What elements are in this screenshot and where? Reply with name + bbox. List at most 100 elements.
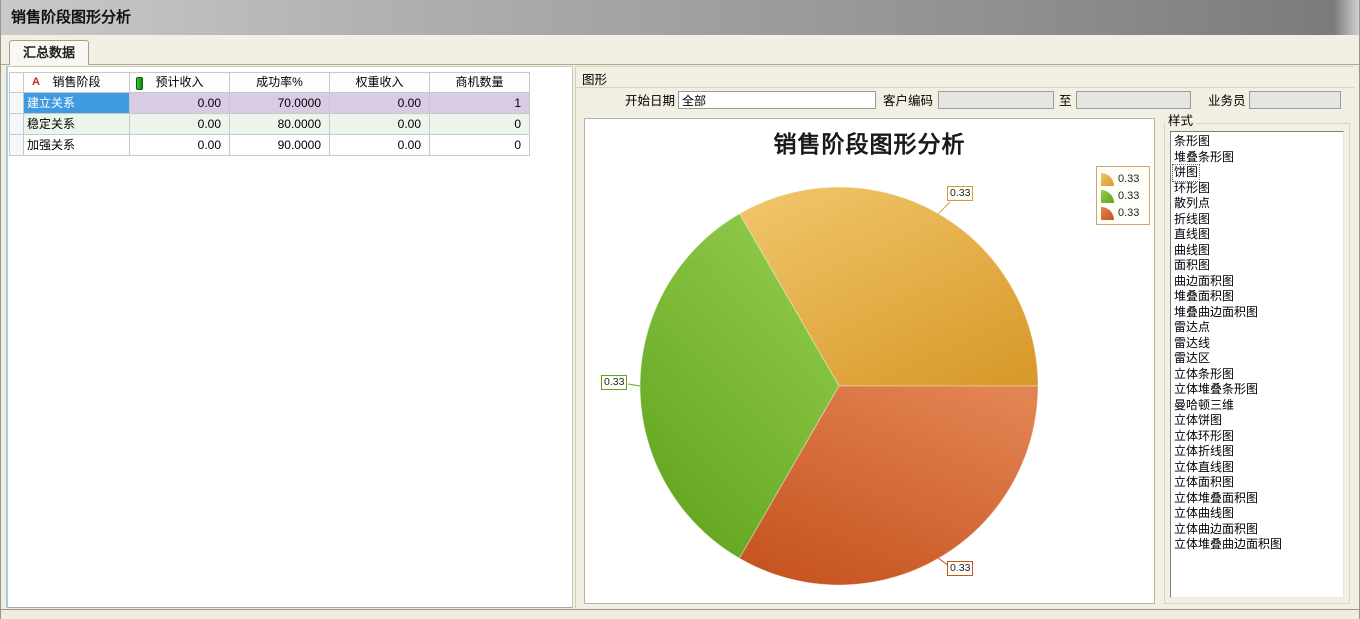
style-list-item[interactable]: 环形图: [1174, 180, 1211, 195]
chart-style-listbox[interactable]: 条形图 堆叠条形图 饼图 环形图 散列点 折线图 直线图 曲线图 面积图 曲边面积图 堆叠面积图 堆叠…: [1170, 131, 1344, 598]
cell-success-rate[interactable]: 80.0000: [230, 114, 330, 135]
slice-green: [639, 213, 840, 559]
style-list-item[interactable]: 直线图: [1174, 227, 1211, 241]
panel-divider: [575, 66, 576, 608]
style-list-item[interactable]: 曼哈顿三维: [1174, 397, 1235, 412]
page-title: 销售阶段图形分析: [11, 9, 132, 26]
cell-expected-income[interactable]: 0.00: [130, 114, 230, 135]
legend-swatch: [1101, 172, 1114, 186]
table-row[interactable]: 稳定关系 0.00 80.0000 0.00 0: [10, 114, 530, 135]
graph-panel-label: 图形: [582, 73, 608, 87]
sort-a-icon: A: [32, 76, 40, 88]
col-header-expected-income[interactable]: 预计收入: [130, 73, 230, 93]
cell-stage[interactable]: 建立关系: [24, 93, 130, 114]
style-list-item[interactable]: 立体直线图: [1174, 459, 1235, 474]
cell-weighted-income[interactable]: 0.00: [330, 93, 430, 114]
chart-title: 销售阶段图形分析: [773, 131, 966, 158]
style-list-item[interactable]: 条形图: [1174, 134, 1211, 148]
cell-weighted-income[interactable]: 0.00: [330, 114, 430, 135]
title-bar: 销售阶段图形分析: [1, 0, 1359, 35]
cell-success-rate[interactable]: 90.0000: [230, 135, 330, 156]
col-header-stage[interactable]: A 销售阶段: [24, 73, 130, 93]
col-header-weighted-income[interactable]: 权重收入: [330, 73, 430, 93]
row-indicator[interactable]: [10, 135, 24, 156]
table-row[interactable]: 建立关系 0.00 70.0000 0.00 1: [10, 93, 530, 114]
tab-strip: 汇总数据: [1, 35, 1359, 65]
customer-code-label: 客户编码: [883, 94, 934, 108]
col-header-success-rate[interactable]: 成功率%: [230, 73, 330, 93]
style-list-item[interactable]: 立体堆叠条形图: [1174, 382, 1259, 396]
cell-expected-income[interactable]: 0.00: [130, 135, 230, 156]
legend-label: 0.33: [1118, 207, 1140, 219]
style-list-item[interactable]: 立体堆叠面积图: [1174, 490, 1259, 505]
style-list-item[interactable]: 曲线图: [1174, 242, 1211, 257]
summary-table-panel: [6, 66, 573, 608]
col-header-opportunity-count-label: 商机数量: [455, 75, 504, 89]
legend-label: 0.33: [1118, 190, 1140, 202]
style-list-item[interactable]: 立体饼图: [1174, 413, 1223, 427]
style-list-item[interactable]: 立体曲边面积图: [1174, 521, 1259, 536]
table-body: 建立关系 0.00 70.0000 0.00 1 稳定关系 0.00 80.0000 0.00 0…: [10, 93, 530, 156]
customer-code-to-input[interactable]: [1076, 91, 1191, 109]
legend-swatch: [1101, 189, 1114, 203]
cell-weighted-income[interactable]: 0.00: [330, 135, 430, 156]
style-list-item[interactable]: 立体堆叠曲边面积图: [1174, 537, 1283, 551]
col-header-expected-income-label: 预计收入: [155, 75, 204, 89]
row-indicator[interactable]: [10, 114, 24, 135]
col-header-success-rate-label: 成功率%: [256, 75, 303, 89]
style-list-item[interactable]: 面积图: [1174, 258, 1211, 272]
tab-summary-data[interactable]: 汇总数据: [9, 40, 90, 65]
legend-item: 0.33: [1101, 188, 1145, 204]
style-list-item[interactable]: 饼图: [1171, 164, 1201, 182]
style-list-item[interactable]: 雷达线: [1174, 335, 1211, 350]
cell-opportunity-count[interactable]: 0: [430, 114, 530, 135]
table-row[interactable]: 加强关系 0.00 90.0000 0.00 0: [10, 135, 530, 156]
pie-label-green: 0.33: [601, 375, 628, 390]
style-list-item[interactable]: 堆叠面积图: [1174, 289, 1235, 303]
style-list-item[interactable]: 散列点: [1174, 196, 1211, 210]
style-list-item[interactable]: 雷达区: [1174, 351, 1211, 365]
cell-stage[interactable]: 稳定关系: [24, 114, 130, 135]
style-list-item[interactable]: 折线图: [1174, 211, 1211, 226]
cell-opportunity-count[interactable]: 0: [430, 135, 530, 156]
chart-legend: 0.33 0.33 0.33: [1096, 166, 1150, 225]
style-list-item[interactable]: 雷达点: [1174, 320, 1211, 334]
salesman-input[interactable]: [1249, 91, 1341, 109]
style-list-item[interactable]: 堆叠条形图: [1174, 149, 1235, 164]
start-date-label: 开始日期: [625, 94, 676, 108]
style-list-item[interactable]: 堆叠曲边面积图: [1174, 304, 1259, 319]
table-header-row: A 销售阶段 预计收入 成功率% 权重收入 商机数量: [10, 73, 530, 93]
col-header-stage-label: 销售阶段: [52, 75, 101, 89]
graph-panel-separator: [576, 87, 1354, 88]
legend-swatch: [1101, 206, 1114, 220]
row-indicator[interactable]: [10, 93, 24, 114]
styles-group-label: 样式: [1165, 110, 1197, 129]
cell-success-rate[interactable]: 70.0000: [230, 93, 330, 114]
legend-item: 0.33: [1101, 205, 1145, 221]
start-date-input[interactable]: [678, 91, 876, 109]
salesman-label: 业务员: [1208, 94, 1246, 108]
style-list-item[interactable]: 曲边面积图: [1174, 273, 1235, 288]
pie-label-orange: 0.33: [947, 186, 974, 201]
style-list-item[interactable]: 立体折线图: [1174, 444, 1235, 458]
style-list-item[interactable]: 立体环形图: [1174, 428, 1235, 443]
sales-stage-table: A 销售阶段 预计收入 成功率% 权重收入 商机数量 建立关系 0.00 70.00…: [9, 72, 530, 156]
customer-code-from-input[interactable]: [938, 91, 1054, 109]
styles-groupbox: [1164, 123, 1350, 604]
pie-chart-svg: [627, 186, 1039, 586]
callout-leader-line: [627, 383, 641, 387]
legend-item: 0.33: [1101, 171, 1145, 187]
bottom-strip: [1, 609, 1359, 619]
style-list-item[interactable]: 立体曲线图: [1174, 506, 1235, 520]
row-indicator-header: [10, 73, 24, 93]
style-list-item[interactable]: 立体面积图: [1174, 475, 1235, 489]
cell-opportunity-count[interactable]: 1: [430, 93, 530, 114]
col-header-weighted-income-label: 权重收入: [355, 75, 404, 89]
legend-label: 0.33: [1118, 173, 1140, 185]
col-header-opportunity-count[interactable]: 商机数量: [430, 73, 530, 93]
slice-red: [738, 385, 1039, 586]
cell-expected-income[interactable]: 0.00: [130, 93, 230, 114]
cell-stage[interactable]: 加强关系: [24, 135, 130, 156]
style-list-item[interactable]: 立体条形图: [1174, 366, 1235, 381]
